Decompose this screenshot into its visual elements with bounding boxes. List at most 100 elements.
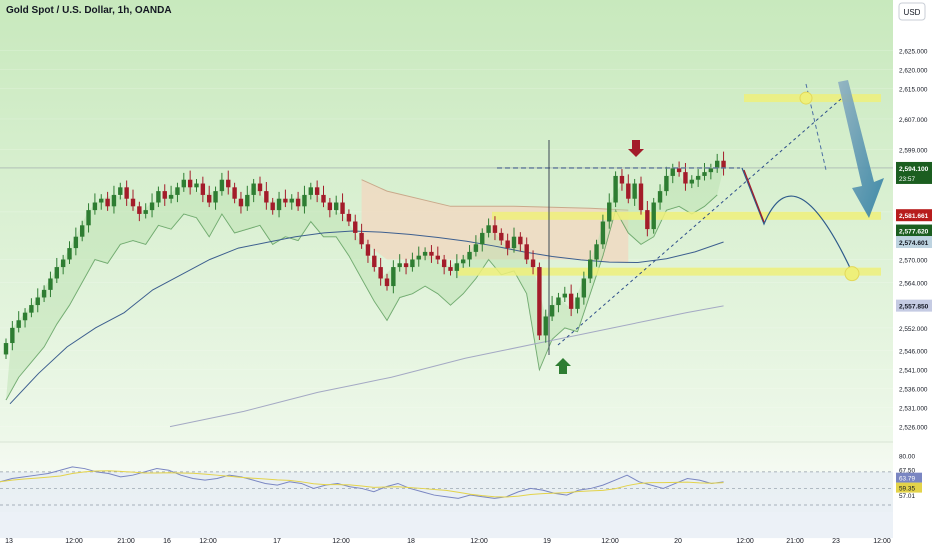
candle-body <box>346 213 352 222</box>
candle-body <box>422 251 428 256</box>
candle-body <box>232 187 237 199</box>
time-tick-label: 21:00 <box>117 538 135 545</box>
candle-body <box>219 179 225 192</box>
time-tick-label: 12:00 <box>873 538 891 545</box>
candle-body <box>156 191 161 203</box>
price-tick-label: 2,620.000 <box>899 68 928 75</box>
candle-body <box>359 232 364 245</box>
candle-body <box>613 175 618 203</box>
price-tag-red: 2,581.661 <box>899 213 929 220</box>
countdown-label: 23:57 <box>899 176 915 183</box>
axis-labels: 2,625.000 2,620.000 2,615.000 2,607.000 2,59… <box>5 49 932 545</box>
candle-body <box>403 263 409 268</box>
trend-dashed-line <box>557 97 843 346</box>
up-arrow-marker <box>555 358 571 374</box>
candle-body <box>16 320 21 328</box>
candle-body <box>22 312 28 321</box>
candle-body <box>397 263 402 268</box>
candle-body <box>143 210 148 214</box>
candle-body <box>111 194 117 207</box>
rsi-level-label: 63.79 <box>899 476 915 483</box>
price-tick-label: 2,599.000 <box>899 147 928 154</box>
price-tick-label: 2,615.000 <box>899 87 928 94</box>
candle-body <box>118 187 123 195</box>
projection-down-segment <box>743 169 765 223</box>
candle-body <box>60 259 66 268</box>
candle-body <box>461 259 466 264</box>
candle-body <box>581 278 587 298</box>
countdown-box <box>896 172 932 184</box>
candle-body <box>372 255 377 268</box>
candle-body <box>137 206 142 214</box>
price-tick-label: 2,546.000 <box>899 349 928 356</box>
candle-body <box>80 225 85 237</box>
candle-body <box>549 305 555 317</box>
candle-body <box>632 183 637 199</box>
rsi-level-label: 67.50 <box>899 467 915 474</box>
price-tag-b-box <box>896 236 932 249</box>
rsi-level-label: 57.01 <box>899 493 915 500</box>
sma-dark-line <box>9 230 724 405</box>
candle-body <box>651 202 656 230</box>
price-tick-label: 2,564.000 <box>899 280 928 287</box>
rsi-level-label: 59.35 <box>899 486 915 493</box>
candle-body <box>302 194 307 207</box>
candle-body <box>226 179 231 188</box>
key-level-zone <box>492 211 881 220</box>
candle-body <box>486 225 491 233</box>
price-axis[interactable] <box>893 0 932 550</box>
candle-body <box>473 244 479 252</box>
candle-body <box>575 297 580 309</box>
candle-body <box>524 244 529 260</box>
candle-body <box>130 198 136 207</box>
moving-averages <box>9 230 724 428</box>
sma-light-line <box>169 305 724 428</box>
candle-body <box>340 202 345 214</box>
candle-body <box>721 160 726 169</box>
candle-body <box>289 198 294 203</box>
time-tick-label: 20 <box>674 538 682 545</box>
time-tick-label: 23 <box>832 538 840 545</box>
candle-body <box>543 316 548 336</box>
candle-body <box>334 202 339 211</box>
candle-body <box>435 255 440 260</box>
candle-body <box>683 172 688 184</box>
price-tag-c: 2,557.850 <box>899 304 929 311</box>
price-tick-label: 2,536.000 <box>899 387 928 394</box>
candle-body <box>499 232 504 241</box>
down-arrow-marker <box>628 140 644 157</box>
current-price-tag-box <box>896 161 932 174</box>
candle-body <box>54 267 59 279</box>
candle-body <box>518 236 523 245</box>
candle-body <box>664 175 669 192</box>
time-tick-label: 12:00 <box>199 538 217 545</box>
candle-body <box>238 198 244 207</box>
currency-button[interactable] <box>898 2 926 21</box>
price-tick-label: 2,625.000 <box>899 49 928 56</box>
time-tick-label: 17 <box>273 538 281 545</box>
candle-body <box>327 202 333 211</box>
projection-path <box>741 167 853 273</box>
candle-body <box>511 236 517 249</box>
price-tick-label: 2,531.000 <box>899 406 928 413</box>
rsi-tag-box <box>896 472 922 483</box>
target-circle-top <box>799 91 813 105</box>
candle-body <box>429 251 434 256</box>
candle-body <box>391 267 396 287</box>
candle-body <box>162 191 167 199</box>
big-down-arrow <box>838 80 884 218</box>
candle-body <box>505 240 510 249</box>
candle-body <box>378 267 383 279</box>
candle-body <box>410 259 415 268</box>
candle-body <box>416 255 421 260</box>
price-tag-b: 2,574.601 <box>899 240 929 247</box>
candle-body <box>308 187 313 195</box>
candle-body <box>454 263 460 271</box>
price-tick-label: 2,570.000 <box>899 257 928 264</box>
candle-body <box>251 183 256 195</box>
candle-body <box>619 175 625 184</box>
price-tick-label: 2,552.000 <box>899 326 928 333</box>
candle-body <box>670 168 675 176</box>
candle-body <box>187 179 193 188</box>
